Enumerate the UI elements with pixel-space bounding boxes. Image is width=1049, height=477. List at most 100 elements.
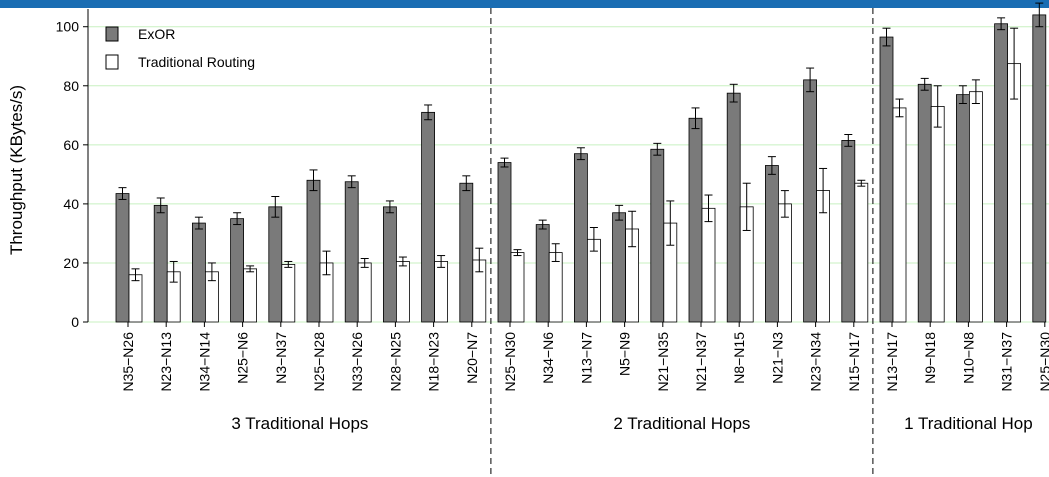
x-tick-label: N34−N6 <box>540 332 556 384</box>
x-tick-label: N25−N30 <box>1037 332 1049 392</box>
y-tick-label: 60 <box>63 137 79 153</box>
x-tick-label: N8−N15 <box>731 332 747 384</box>
error-bar <box>895 98 904 118</box>
bar <box>892 107 907 323</box>
error-bar <box>997 17 1006 31</box>
error-bar <box>691 107 700 130</box>
error-bar <box>1010 27 1019 100</box>
error-bar <box>156 197 165 214</box>
bar <box>115 193 130 323</box>
bar <box>1032 14 1047 323</box>
error-bar <box>819 167 828 214</box>
bar <box>574 153 588 323</box>
x-tick-label: N34−N14 <box>196 332 212 392</box>
x-tick-label: N20−N7 <box>464 332 480 384</box>
bar <box>726 92 741 323</box>
error-bar <box>194 216 203 230</box>
error-bar <box>347 175 356 189</box>
error-bar <box>844 133 853 147</box>
top-banner <box>0 0 1049 8</box>
error-bar <box>246 265 255 273</box>
bar <box>548 252 563 323</box>
error-bar <box>462 175 471 192</box>
x-tick-label: N9−N18 <box>922 332 938 384</box>
bar <box>854 182 869 323</box>
error-bar <box>309 169 318 192</box>
bar <box>701 207 716 323</box>
x-tick-label: N10−N8 <box>960 332 976 384</box>
error-bar <box>628 210 637 248</box>
x-tick-label: N33−N26 <box>349 332 365 392</box>
bar <box>612 212 626 323</box>
bar <box>497 162 512 323</box>
x-tick-label: N35−N26 <box>120 332 136 392</box>
bar <box>243 268 258 323</box>
x-tick-label: N21−N37 <box>693 332 709 392</box>
bar <box>421 111 436 323</box>
bar <box>459 182 474 323</box>
x-tick-label: N28−N25 <box>387 332 403 392</box>
bar <box>879 36 894 323</box>
bar <box>344 181 359 323</box>
y-tick-label: 40 <box>63 196 79 212</box>
x-tick-label: N5−N9 <box>617 332 633 376</box>
error-bar <box>615 204 624 221</box>
error-bar <box>118 187 127 200</box>
y-tick-label: 100 <box>56 19 80 35</box>
error-bar <box>704 194 713 223</box>
bar <box>688 117 703 323</box>
bar <box>841 140 856 323</box>
x-tick-label: N3−N37 <box>273 332 289 384</box>
error-bar <box>780 190 789 218</box>
bar <box>281 264 296 323</box>
x-tick-label: N25−N28 <box>311 332 327 392</box>
y-tick-label: 80 <box>63 78 79 94</box>
error-bar <box>933 85 942 128</box>
error-bar <box>475 247 484 273</box>
x-tick-label: N25−N6 <box>235 332 251 384</box>
bar <box>765 165 779 323</box>
error-bar <box>742 182 751 231</box>
bar <box>956 94 970 323</box>
error-bar <box>1035 2 1044 28</box>
error-bar <box>971 79 980 104</box>
error-bar <box>538 219 547 230</box>
x-tick-label: N21−N3 <box>769 332 785 384</box>
error-bar <box>271 196 280 218</box>
bar <box>803 79 817 323</box>
bar <box>917 83 932 323</box>
error-bar <box>653 142 662 156</box>
legend-swatch <box>105 54 119 70</box>
y-tick-label: 0 <box>71 314 79 330</box>
bar <box>1007 63 1021 323</box>
bar <box>268 206 283 323</box>
bar <box>357 262 372 323</box>
error-bar <box>385 200 394 214</box>
error-bar <box>284 260 293 268</box>
error-bar <box>169 260 178 283</box>
error-bar <box>806 67 815 93</box>
error-bar <box>398 256 407 267</box>
error-bar <box>589 227 598 252</box>
bar <box>395 261 410 323</box>
y-tick-label: 20 <box>63 255 79 271</box>
bar <box>434 261 449 323</box>
error-bar <box>131 268 140 282</box>
bar <box>128 274 143 323</box>
error-bar <box>958 85 967 104</box>
x-tick-label: N23−N34 <box>808 332 824 392</box>
x-tick-label: N15−N17 <box>846 332 862 392</box>
error-bar <box>882 27 891 47</box>
bar <box>778 203 792 323</box>
group-label: 2 Traditional Hops <box>613 414 750 433</box>
bar <box>650 148 665 323</box>
x-tick-label: N18−N23 <box>426 332 442 392</box>
error-bar <box>500 157 509 168</box>
error-bar <box>233 212 242 226</box>
y-axis-label: Throughput (KBytes/s) <box>7 85 26 255</box>
error-bar <box>729 83 738 103</box>
error-bar <box>322 250 331 276</box>
group-label: 3 Traditional Hops <box>231 414 368 433</box>
x-tick-label: N13−N17 <box>884 332 900 392</box>
